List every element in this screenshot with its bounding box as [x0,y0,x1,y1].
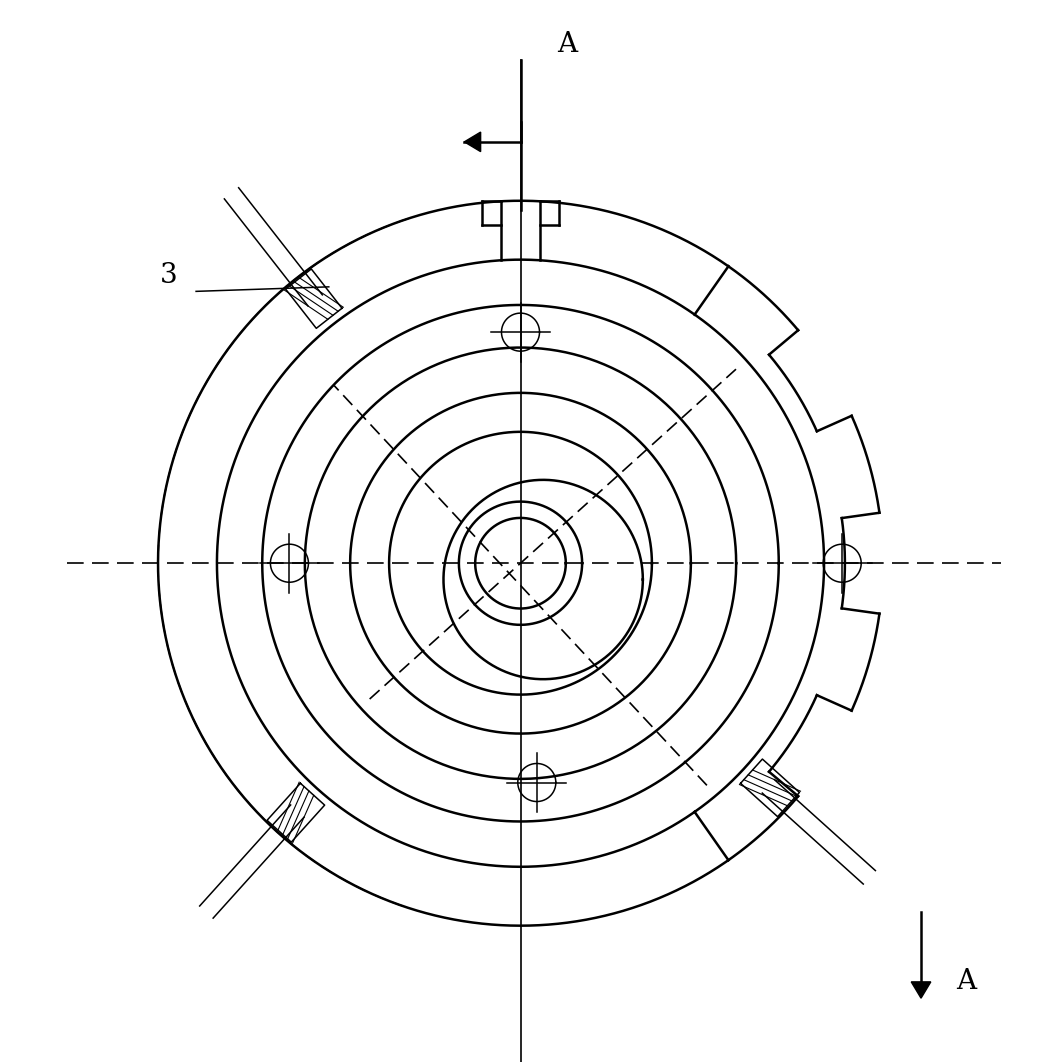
Polygon shape [464,132,481,152]
Polygon shape [911,982,931,998]
Text: A: A [957,968,976,995]
Text: A: A [558,32,578,58]
Text: 3: 3 [160,261,178,288]
